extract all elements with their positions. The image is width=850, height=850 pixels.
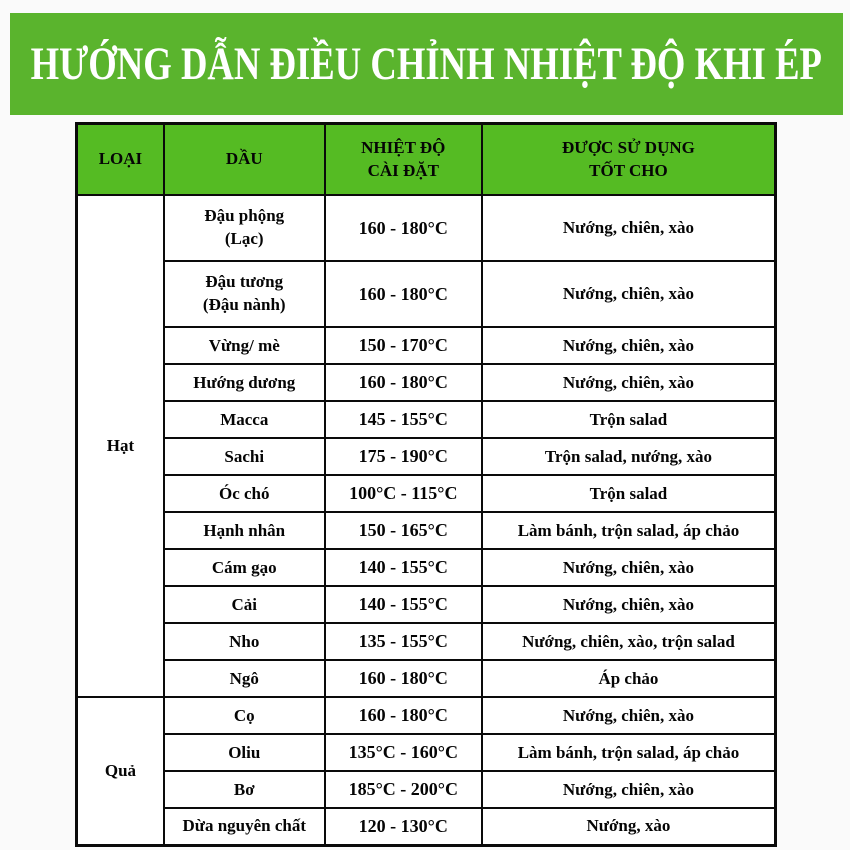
table-row: Nho 135 - 155°C Nướng, chiên, xào, trộn …	[77, 622, 777, 661]
use-cell: Trộn salad	[480, 474, 777, 513]
use-cell: Nướng, chiên, xào	[480, 260, 777, 328]
table-row: Macca 145 - 155°C Trộn salad	[77, 400, 777, 439]
use-cell: Nướng, chiên, xào	[480, 770, 777, 809]
table-body: Hạt Đậu phộng (Lạc) 160 - 180°C Nướng, c…	[75, 194, 777, 846]
temp-range-cell: 160 - 180°C	[323, 659, 483, 698]
oil-name-cell: Đậu phộng (Lạc)	[162, 194, 326, 262]
header-row: LOẠI DẦU NHIỆT ĐỘ CÀI ĐẶT ĐƯỢC SỬ DỤNG T…	[75, 122, 777, 196]
temperature-guide-table: LOẠI DẦU NHIỆT ĐỘ CÀI ĐẶT ĐƯỢC SỬ DỤNG T…	[75, 122, 777, 847]
use-cell: Nướng, chiên, xào	[480, 326, 777, 365]
use-cell: Nướng, chiên, xào, trộn salad	[480, 622, 777, 661]
table-row: Cải 140 - 155°C Nướng, chiên, xào	[77, 585, 777, 624]
temp-range-cell: 150 - 170°C	[323, 326, 483, 365]
temp-range-cell: 160 - 180°C	[323, 194, 483, 262]
table-row: Bơ 185°C - 200°C Nướng, chiên, xào	[77, 770, 777, 809]
use-cell: Trộn salad, nướng, xào	[480, 437, 777, 476]
col-header-use: ĐƯỢC SỬ DỤNG TỐT CHO	[480, 122, 777, 196]
oil-name-cell: Hạnh nhân	[162, 511, 326, 550]
temp-range-cell: 135°C - 160°C	[323, 733, 483, 772]
table-row: Dừa nguyên chất 120 - 130°C Nướng, xào	[77, 807, 777, 846]
oil-name-cell: Vừng/ mè	[162, 326, 326, 365]
oil-name-cell: Macca	[162, 400, 326, 439]
col-header-oil: DẦU	[162, 122, 326, 196]
oil-name-cell: Oliu	[162, 733, 326, 772]
col-header-temp: NHIỆT ĐỘ CÀI ĐẶT	[323, 122, 483, 196]
oil-name-cell: Cám gạo	[162, 548, 326, 587]
col-header-type: LOẠI	[75, 122, 165, 196]
table-row: Cám gạo 140 - 155°C Nướng, chiên, xào	[77, 548, 777, 587]
col-header-use-line1: ĐƯỢC SỬ DỤNG	[562, 137, 695, 157]
oil-name-cell: Óc chó	[162, 474, 326, 513]
oil-name-cell: Ngô	[162, 659, 326, 698]
col-header-temp-line1: NHIỆT ĐỘ	[361, 137, 446, 157]
group-cell-hat: Hạt	[75, 194, 165, 698]
oil-name-cell: Nho	[162, 622, 326, 661]
temp-range-cell: 140 - 155°C	[323, 548, 483, 587]
table-row: Óc chó 100°C - 115°C Trộn salad	[77, 474, 777, 513]
oil-name-line2: (Lạc)	[224, 229, 264, 248]
use-cell: Nướng, chiên, xào	[480, 585, 777, 624]
col-header-temp-line2: CÀI ĐẶT	[367, 160, 439, 180]
use-cell: Nướng, chiên, xào	[480, 194, 777, 262]
oil-name-cell: Cọ	[162, 696, 326, 735]
table-row: Vừng/ mè 150 - 170°C Nướng, chiên, xào	[77, 326, 777, 365]
use-cell: Làm bánh, trộn salad, áp chảo	[480, 733, 777, 772]
temp-range-cell: 140 - 155°C	[323, 585, 483, 624]
temp-range-cell: 145 - 155°C	[323, 400, 483, 439]
oil-name-line1: Đậu tương	[205, 272, 284, 292]
use-cell: Áp chảo	[480, 659, 777, 698]
temp-range-cell: 175 - 190°C	[323, 437, 483, 476]
table-row: Hạnh nhân 150 - 165°C Làm bánh, trộn sal…	[77, 511, 777, 550]
table-row: Ngô 160 - 180°C Áp chảo	[77, 659, 777, 698]
oil-name-line2: (Đậu nành)	[202, 295, 286, 314]
use-cell: Làm bánh, trộn salad, áp chảo	[480, 511, 777, 550]
temp-range-cell: 160 - 180°C	[323, 260, 483, 328]
page-title: HƯỚNG DẪN ĐIỀU CHỈNH NHIỆT ĐỘ KHI ÉP	[30, 38, 823, 90]
temp-range-cell: 120 - 130°C	[323, 807, 483, 846]
table-row: Hướng dương 160 - 180°C Nướng, chiên, xà…	[77, 363, 777, 402]
group-cell-qua: Quả	[75, 696, 165, 846]
temp-range-cell: 160 - 180°C	[323, 696, 483, 735]
oil-name-cell: Đậu tương (Đậu nành)	[162, 260, 326, 328]
table-row: Oliu 135°C - 160°C Làm bánh, trộn salad,…	[77, 733, 777, 772]
table-row: Sachi 175 - 190°C Trộn salad, nướng, xào	[77, 437, 777, 476]
table-row: Hạt Đậu phộng (Lạc) 160 - 180°C Nướng, c…	[75, 194, 777, 698]
temp-range-cell: 100°C - 115°C	[323, 474, 483, 513]
use-cell: Nướng, chiên, xào	[480, 696, 777, 735]
temp-range-cell: 160 - 180°C	[323, 363, 483, 402]
temp-range-cell: 135 - 155°C	[323, 622, 483, 661]
col-header-use-line2: TỐT CHO	[589, 160, 668, 180]
use-cell: Trộn salad	[480, 400, 777, 439]
temp-range-cell: 150 - 165°C	[323, 511, 483, 550]
use-cell: Nướng, chiên, xào	[480, 548, 777, 587]
table-header: LOẠI DẦU NHIỆT ĐỘ CÀI ĐẶT ĐƯỢC SỬ DỤNG T…	[75, 122, 777, 196]
title-banner: HƯỚNG DẪN ĐIỀU CHỈNH NHIỆT ĐỘ KHI ÉP	[10, 13, 843, 115]
use-cell: Nướng, xào	[480, 807, 777, 846]
table-row: Đậu tương (Đậu nành) 160 - 180°C Nướng, …	[77, 260, 777, 328]
oil-name-cell: Hướng dương	[162, 363, 326, 402]
oil-name-cell: Bơ	[162, 770, 326, 809]
temp-range-cell: 185°C - 200°C	[323, 770, 483, 809]
oil-name-line1: Đậu phộng	[204, 206, 285, 226]
oil-name-cell: Cải	[162, 585, 326, 624]
use-cell: Nướng, chiên, xào	[480, 363, 777, 402]
oil-name-cell: Dừa nguyên chất	[162, 807, 326, 846]
oil-name-cell: Sachi	[162, 437, 326, 476]
table-row: Quả Cọ 160 - 180°C Nướng, chiên, xào	[75, 696, 777, 846]
